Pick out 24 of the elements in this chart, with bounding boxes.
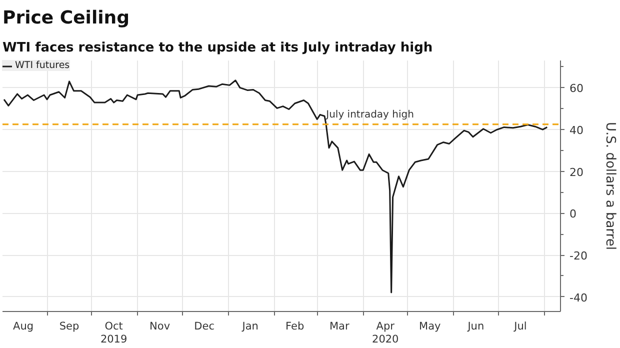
x-tick-label: Apr 2020 [372, 320, 399, 346]
line-series [3, 80, 548, 294]
x-tick-label: Jun [466, 320, 484, 332]
x-tick-label: Nov [150, 320, 170, 332]
x-tick-label: Feb [286, 320, 304, 332]
y-tick-label: 60 [570, 82, 584, 96]
x-tick-label: Mar [329, 320, 350, 332]
y-tick-label: -40 [570, 291, 588, 304]
x-tick-label: Jul [513, 320, 527, 332]
y-tick-label: 40 [570, 124, 584, 138]
x-tick-label: Jan [241, 320, 258, 332]
x-tick-label: Oct 2019 [100, 320, 128, 346]
y2-axis-title: U.S. dollars a barrel [602, 122, 618, 250]
x-tick-label: May [419, 320, 441, 332]
y-tick-label: -20 [570, 250, 588, 263]
x-tick-label: Sep [59, 320, 80, 332]
y-tick-label: 0 [570, 208, 576, 221]
legend-label: WTI futures [15, 60, 70, 71]
chart-title: Price Ceiling [2, 8, 130, 28]
chart-subtitle: WTI faces resistance to the upside at its July intraday high [2, 40, 433, 56]
x-tick-label: Aug [13, 320, 34, 332]
y-tick-label: 20 [570, 166, 584, 179]
ref-line-label: July intraday high [325, 110, 414, 121]
x-tick-label: Dec [194, 320, 215, 332]
